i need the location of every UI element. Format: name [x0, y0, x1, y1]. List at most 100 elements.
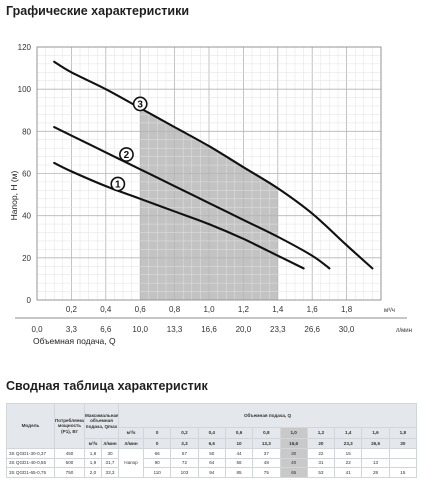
col-header-q-m3h: 1,4 [334, 427, 363, 439]
cell-head-value: 50 [197, 448, 226, 459]
cell-model: 3S QGD1-40-0,55 [6, 457, 55, 468]
col-header-q-m3h: 1,6 [361, 427, 390, 439]
x-tick-label-lmin: 13,3 [167, 325, 183, 334]
cell-head-value: 22 [334, 457, 363, 468]
col-header-q-lmin: 6,6 [197, 438, 226, 449]
cell-head-value [388, 457, 418, 468]
curve-label-circle-1 [110, 176, 126, 192]
col-header-q-m3h: 0,6 [224, 427, 254, 439]
col-header-unit-m3h: м³/ч [118, 427, 145, 439]
chart-heading: Графические характеристики [6, 4, 190, 18]
x-tick-label-lmin: 30,0 [339, 325, 355, 334]
curve-label-circle-3 [132, 96, 148, 112]
table-heading: Сводная таблица характеристик [6, 379, 208, 393]
cell-head-value: 15 [388, 467, 418, 478]
y-tick-label: 120 [18, 43, 32, 52]
cell-head-value: 85 [224, 467, 254, 478]
cell-head-value: 64 [197, 457, 226, 468]
col-header-qmax: Максимальная объемная подача, Qmax [83, 403, 120, 439]
x-tick-label-m3h: 0,8 [169, 305, 181, 314]
plot-frame [36, 46, 382, 301]
cell-head-value: 37 [252, 448, 281, 459]
curve-label-1: 1 [115, 180, 121, 191]
col-header-q-m3h: 0 [143, 427, 172, 439]
cell-qmax-lmin: 31,7 [100, 457, 120, 468]
curve-label-3: 3 [137, 100, 143, 111]
x-tick-label-m3h: 0,6 [135, 305, 147, 314]
cell-head-value: 56 [224, 457, 254, 468]
cell-qmax-lmin: 30 [100, 448, 120, 459]
table-row: 3S QGD1-30-0,37 450 1,8 30 Напор 66 57 50 44 37 30… [6, 448, 418, 478]
x-tick-label-lmin: 3,3 [66, 325, 78, 334]
table-header-row: МодельПотребляемая мощность (P1), ВтМакс… [6, 403, 417, 449]
cell-head-value: 22 [306, 448, 336, 459]
col-header-q-lmin: 0 [143, 438, 172, 449]
cell-head-value: 72 [170, 457, 199, 468]
cell-head-value: 30 [279, 448, 308, 459]
col-header-q-lmin: 26,6 [361, 438, 390, 449]
col-header-q-lmin: 3,3 [170, 438, 199, 449]
x-unit-lmin: л/мин [396, 328, 412, 334]
y-axis-title: Напор, H (м) [9, 171, 19, 221]
x-tick-label-lmin: 20,0 [236, 325, 252, 334]
table-row: 3S QGD1-65-0,75 750 2,0 33,3 110 103 94 85 75 65 5… [6, 467, 418, 478]
cell-power: 750 [54, 467, 85, 478]
cell-napor-label: Напор [118, 448, 145, 478]
x-axis-title: Объемная подача, Q [33, 336, 116, 346]
cell-head-value: 40 [279, 457, 308, 468]
col-header-q-lmin: 16,6 [279, 438, 308, 449]
x-tick-label-m3h: 1,8 [341, 305, 353, 314]
x-tick-label-lmin: 6,6 [100, 325, 112, 334]
x-tick-label-lmin: 10,0 [132, 325, 148, 334]
cell-qmax-lmin: 33,3 [100, 467, 120, 478]
x-unit-m3h: м³/ч [384, 308, 395, 314]
col-header-q-lmin: 20 [306, 438, 336, 449]
summary-table-wrap: МодельПотребляемая мощность (P1), ВтМакс… [6, 403, 418, 478]
cell-qmax-m3h: 1,8 [84, 448, 102, 459]
cell-head-value: 90 [143, 457, 172, 468]
cell-qmax-m3h: 2,0 [84, 467, 102, 478]
col-header-q-m3h: 1,8 [388, 427, 418, 439]
x-tick-label-m3h: 1,4 [272, 305, 284, 314]
y-tick-label: 20 [22, 254, 31, 263]
x-tick-label-lmin: 23,3 [270, 325, 286, 334]
col-header-qmax-m3h: м³/ч [84, 438, 102, 449]
cell-power: 500 [54, 457, 85, 468]
y-tick-label: 80 [22, 127, 31, 136]
table-header-row: м³/ч 0 0,2 0,4 0,6 0,8 1,0 1,2 1,4 1,6 1,8 [7, 427, 418, 439]
col-header-q-lmin: 13,3 [252, 438, 281, 449]
col-header-q-m3h: 0,2 [170, 427, 199, 439]
curve-label-2: 2 [124, 150, 130, 161]
cell-head-value: 31 [306, 457, 336, 468]
cell-head-value: 41 [334, 467, 363, 478]
x-tick-label-m3h: 1,0 [203, 305, 215, 314]
y-tick-label: 40 [22, 212, 31, 221]
col-header-unit-lmin: л/мин [118, 438, 145, 449]
col-header-q-m3h: 1,0 [279, 427, 308, 439]
cell-model: 3S QGD1-65-0,75 [6, 467, 55, 478]
series-line-3 [53, 60, 374, 270]
col-header-qmax-lmin: л/мин [100, 438, 120, 449]
col-header-q-lmin: 10 [224, 438, 254, 449]
cell-head-value: 103 [170, 467, 199, 478]
cell-head-value: 48 [252, 457, 281, 468]
y-tick-label: 0 [27, 296, 32, 305]
series-line-2 [53, 126, 331, 270]
cell-head-value: 66 [143, 448, 172, 459]
x-tick-label-m3h: 1,6 [307, 305, 319, 314]
cell-head-value: 53 [306, 467, 336, 478]
cell-head-value: 44 [224, 448, 254, 459]
table-row: 3S QGD1-40-0,55 500 1,9 31,7 90 72 64 56 48 40 31 2… [6, 457, 418, 468]
col-header-q-m3h: 1,2 [306, 427, 336, 439]
cell-head-value: 15 [334, 448, 363, 459]
cell-head-value: 94 [197, 467, 226, 478]
cell-head-value: 13 [361, 457, 390, 468]
x-tick-label-lmin: 26,6 [304, 325, 320, 334]
series-line-1 [53, 161, 305, 270]
cell-head-value: 57 [170, 448, 199, 459]
curve-label-circle-2 [119, 147, 134, 162]
col-header-flow-group: Объемная подача, Q [118, 403, 417, 428]
col-header-model: Модель [6, 403, 55, 449]
cell-power: 450 [54, 448, 85, 459]
cell-model: 3S QGD1-30-0,37 [6, 448, 55, 459]
